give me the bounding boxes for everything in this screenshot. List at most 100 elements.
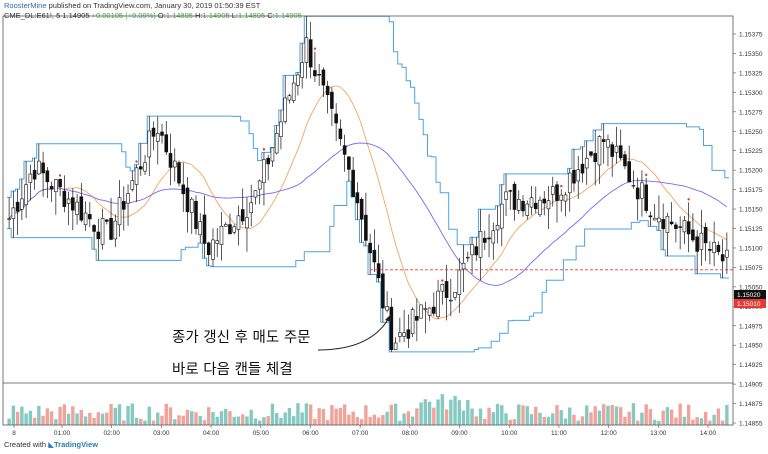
y-tick-label: 1.15325 [739, 70, 763, 77]
candle-body [219, 225, 224, 245]
volume-bar [725, 405, 729, 425]
volume-bar [708, 420, 712, 425]
candle-body [495, 225, 500, 231]
y-tick-label: 1.15200 [739, 168, 763, 175]
tradingview-brand[interactable]: TradingView [53, 440, 99, 449]
y-tick-label: 1.15225 [739, 148, 763, 155]
volume-bar [398, 420, 402, 425]
candle-body [381, 273, 385, 309]
volume-bar [606, 405, 610, 425]
candle-body [266, 157, 270, 165]
volume-bar [546, 416, 551, 425]
candlesticks [7, 16, 729, 352]
candle-body [440, 283, 445, 292]
volume-bar [32, 417, 37, 425]
volume-bar [228, 411, 232, 425]
candle-body [206, 242, 211, 255]
volume-bar [393, 403, 398, 425]
candle-body [240, 209, 245, 222]
candle-body [631, 185, 636, 187]
volume-bar [440, 394, 445, 425]
signal-dot [135, 160, 138, 163]
candle-body [444, 281, 449, 298]
order-price-label: 1.15010 [737, 301, 761, 308]
candle-body [313, 70, 317, 77]
volume-bar [381, 415, 385, 425]
volume-bar [7, 418, 11, 425]
volume-bar [253, 418, 258, 425]
volume-bar [28, 410, 33, 425]
candle-body [274, 133, 279, 154]
volume-bar [160, 415, 164, 425]
candle-body [720, 254, 725, 262]
candle-body [283, 97, 287, 122]
signal-dot [58, 174, 62, 177]
volume-bar [368, 416, 372, 425]
volume-bar [79, 409, 84, 425]
candle-body [521, 200, 525, 212]
x-tick-label: 8 [12, 430, 16, 437]
volume-bar [249, 409, 253, 425]
volume-bar [419, 402, 423, 425]
candle-body [580, 163, 585, 174]
candle-body [410, 309, 415, 335]
candle-body [134, 167, 139, 185]
candle-body [483, 237, 487, 243]
volume-bar [466, 400, 470, 425]
volume-bar [415, 408, 419, 425]
x-tick-label: 13:00 [650, 430, 667, 437]
volume-bar [703, 411, 708, 425]
volume-bar [194, 412, 198, 425]
candle-body [334, 113, 338, 124]
volume-bar [597, 410, 602, 425]
candle-body [427, 307, 432, 316]
candle-body [423, 308, 428, 310]
y-tick-label: 1.15050 [739, 284, 763, 291]
volume-bar [139, 418, 143, 425]
candle-body [699, 232, 704, 250]
candle-body [512, 183, 517, 210]
volume-bar [54, 419, 58, 425]
volume-bar [669, 409, 674, 425]
y-tick-label: 1.15275 [739, 109, 763, 116]
volume-bar [24, 413, 28, 425]
candle-body [20, 198, 24, 210]
volume-bar [185, 409, 190, 425]
candle-body [385, 306, 389, 311]
candle-body [525, 203, 530, 216]
volume-bar [355, 416, 360, 425]
volume-bar [321, 408, 326, 425]
annotation-line-2: 바로 다음 캔들 체결 [172, 362, 293, 378]
volume-bar [521, 405, 525, 425]
candle-body [712, 242, 716, 253]
candle-body [236, 215, 241, 230]
last-price-tag [734, 290, 766, 299]
candle-body [24, 184, 28, 206]
volume-bar [317, 408, 321, 425]
candle-body [189, 198, 194, 213]
volume-bar [635, 420, 640, 425]
volume-bar [470, 408, 474, 425]
volume-bar [164, 403, 168, 425]
volume-bar [190, 411, 194, 425]
candle-body [232, 226, 237, 233]
volume-bar [232, 416, 236, 425]
candle-body [45, 170, 50, 183]
volume-bar [648, 409, 653, 425]
y-tick-label: 1.14975 [739, 323, 763, 330]
y-tick-label: 1.14905 [739, 382, 763, 389]
y-tick-label: 1.15300 [739, 90, 763, 97]
candle-body [657, 217, 661, 223]
volume-bar [657, 420, 661, 425]
volume-bar [427, 401, 432, 425]
candle-body [92, 225, 96, 232]
candle-body [330, 91, 334, 109]
high-value: 1.14905 [202, 10, 230, 20]
volume-bar [372, 414, 377, 425]
candle-body [584, 157, 589, 169]
author-name[interactable]: RoosterMine [4, 1, 47, 10]
candle-body [491, 230, 496, 244]
candle-body [618, 145, 623, 159]
candle-body [682, 220, 687, 233]
